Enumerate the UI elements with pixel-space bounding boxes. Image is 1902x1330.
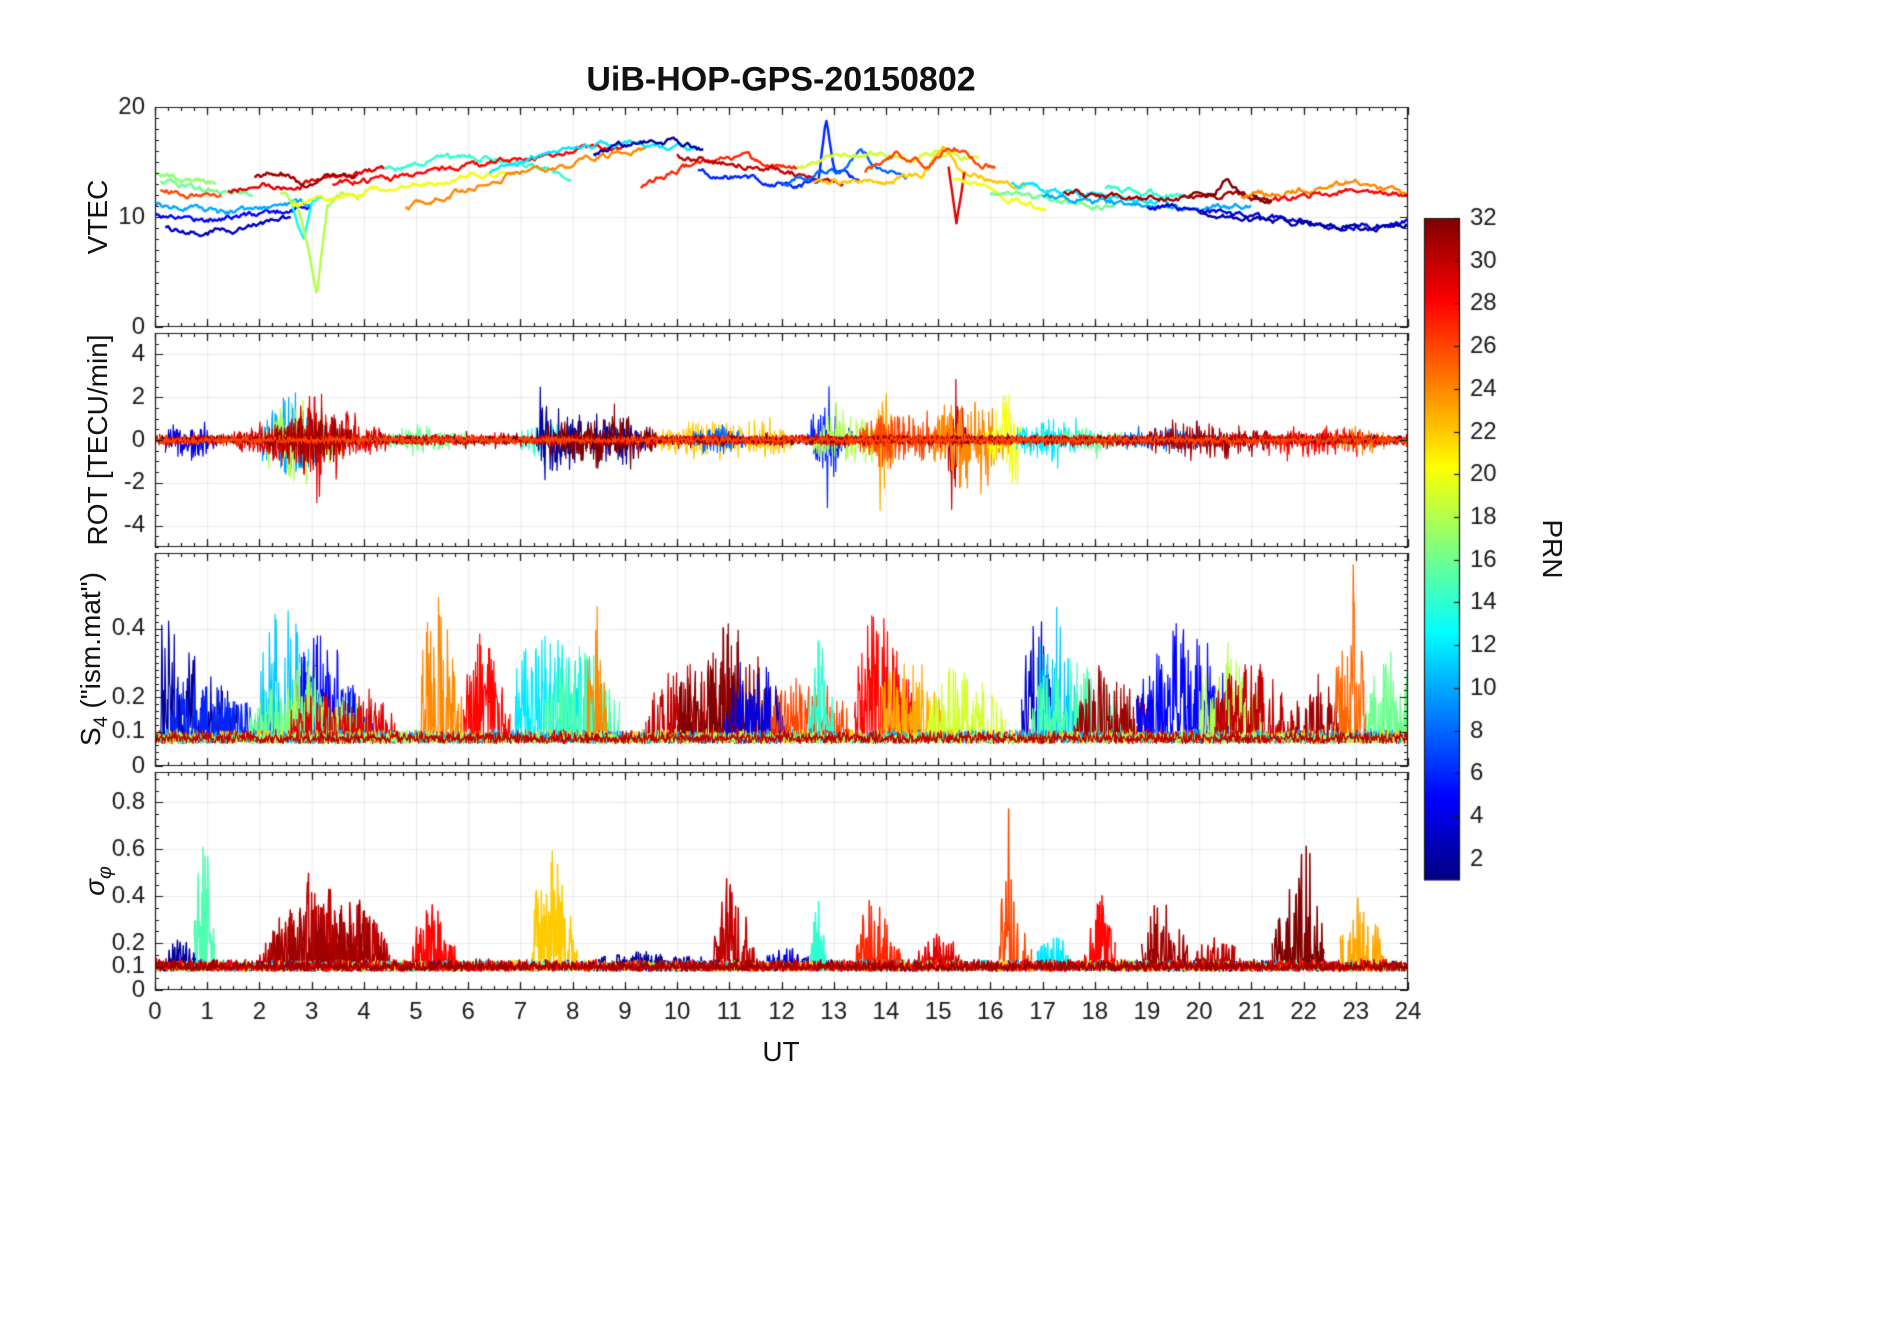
s4-label-prefix: S bbox=[75, 727, 107, 746]
sigma-label-prefix: σ bbox=[79, 878, 111, 896]
y-axis-label-s4: S4 ("ism.mat") bbox=[75, 572, 113, 746]
y-axis-label-rot: ROT [TECU/min] bbox=[82, 334, 113, 546]
colorbar-label: PRN bbox=[1537, 519, 1568, 579]
sigma-label-sub: φ bbox=[93, 866, 116, 879]
y-axis-label-sigma-phi: σφ bbox=[79, 866, 117, 896]
s4-label-suffix: ("ism.mat") bbox=[75, 572, 107, 717]
y-axis-label-vtec: VTEC bbox=[82, 179, 113, 255]
s4-label-sub: 4 bbox=[89, 716, 112, 728]
chart-title: UiB-HOP-GPS-20150802 bbox=[586, 60, 976, 99]
x-axis-label: UT bbox=[762, 1036, 800, 1067]
